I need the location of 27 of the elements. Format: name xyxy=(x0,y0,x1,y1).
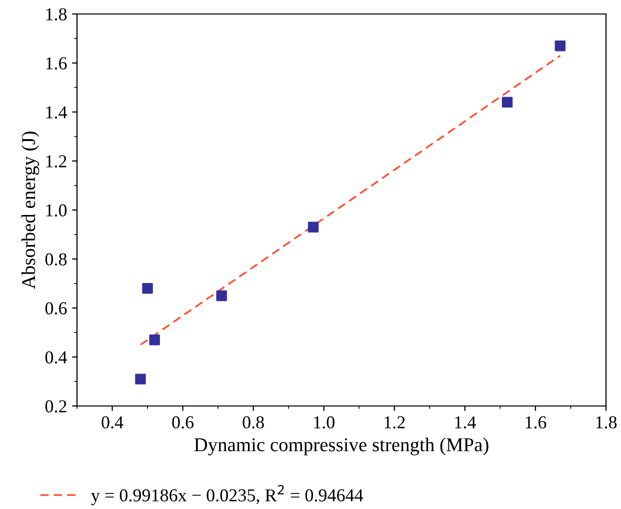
x-tick-label: 1.6 xyxy=(526,416,546,429)
y-tick-label: 1.0 xyxy=(46,204,67,217)
x-tick-label: 1.2 xyxy=(384,416,405,429)
y-axis-title: Absorbed energy (J) xyxy=(21,132,40,290)
y-tick-label: 1.6 xyxy=(46,57,67,70)
x-tick-label: 1.4 xyxy=(455,416,476,429)
point xyxy=(142,283,153,294)
point xyxy=(135,374,146,384)
legend-label: y = 0.99186x − 0.0235, R$^{2}$ = 0.94644 xyxy=(91,484,364,506)
x-tick-label: 0.4 xyxy=(102,416,124,429)
y-tick-label: 1.4 xyxy=(46,106,67,119)
x-tick-label: 0.8 xyxy=(242,416,264,429)
point xyxy=(502,96,513,108)
y-tick-label: 0.8 xyxy=(45,253,67,266)
x-tick-label: 1.0 xyxy=(314,416,334,429)
y-tick-label: 1.2 xyxy=(46,155,66,168)
y-tick-label: 1.8 xyxy=(46,8,67,21)
y-tick-label: 0.6 xyxy=(45,302,67,315)
point xyxy=(216,290,227,302)
point xyxy=(308,222,319,233)
point xyxy=(554,40,566,52)
x-axis-title: Dynamic compressive strength (MPa) xyxy=(194,438,488,456)
x-tick-label: 0.6 xyxy=(172,416,194,429)
point xyxy=(149,334,160,346)
y-tick-label: 0.4 xyxy=(45,351,67,364)
x-tick-label: 1.8 xyxy=(596,416,617,429)
y-tick-label: 0.2 xyxy=(45,400,66,413)
